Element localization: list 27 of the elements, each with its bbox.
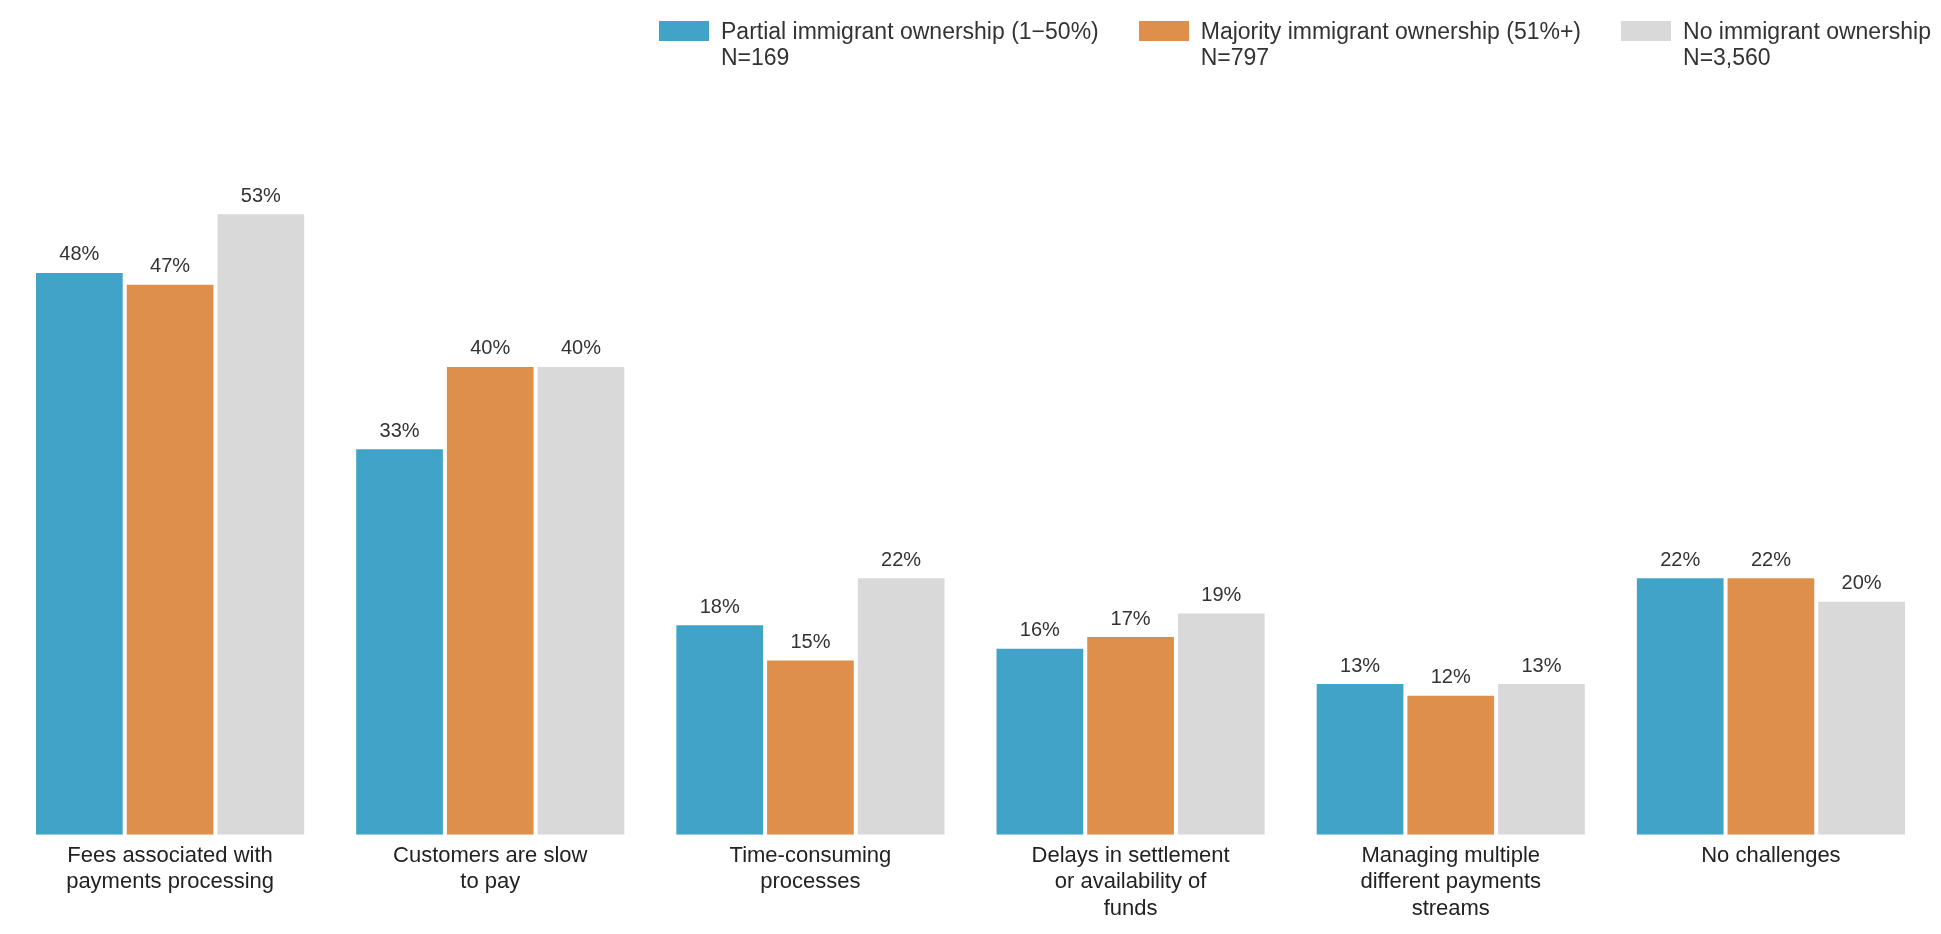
data-label: 13% (1340, 653, 1381, 676)
data-label: 22% (881, 547, 922, 570)
data-label: 53% (240, 183, 282, 206)
data-label: 20% (1841, 571, 1882, 594)
x-tick-label: Delays in settlement or availability of funds (1031, 842, 1230, 920)
legend-label: Majority immigrant ownership (51%+) N=797 (1200, 18, 1582, 71)
data-label: 40% (470, 336, 511, 359)
x-tick-label: Managing multiple different payments streams (1360, 842, 1542, 920)
legend-label: No immigrant ownership N=3,560 (1683, 18, 1931, 71)
data-label: 13% (1521, 653, 1562, 676)
data-label: 22% (1660, 547, 1701, 570)
data-label: 40% (560, 336, 602, 359)
x-tick-label: Time-consuming processes (729, 842, 892, 894)
data-label: 16% (1019, 618, 1061, 641)
data-label: 19% (1201, 583, 1242, 606)
data-label: 12% (1430, 665, 1471, 688)
x-tick-label: Fees associated with payments processing (66, 842, 275, 894)
legend-label: Partial immigrant ownership (1−50%) N=169 (721, 18, 1099, 71)
data-label: 22% (1750, 547, 1792, 570)
x-tick-label: No challenges (1701, 842, 1841, 868)
data-label: 48% (59, 242, 100, 265)
data-label: 15% (790, 630, 831, 653)
data-label: 33% (379, 418, 420, 441)
x-tick-label: Customers are slow to pay (393, 842, 588, 894)
data-label: 47% (150, 254, 191, 277)
data-label: 17% (1110, 606, 1151, 629)
data-label: 18% (699, 594, 740, 617)
